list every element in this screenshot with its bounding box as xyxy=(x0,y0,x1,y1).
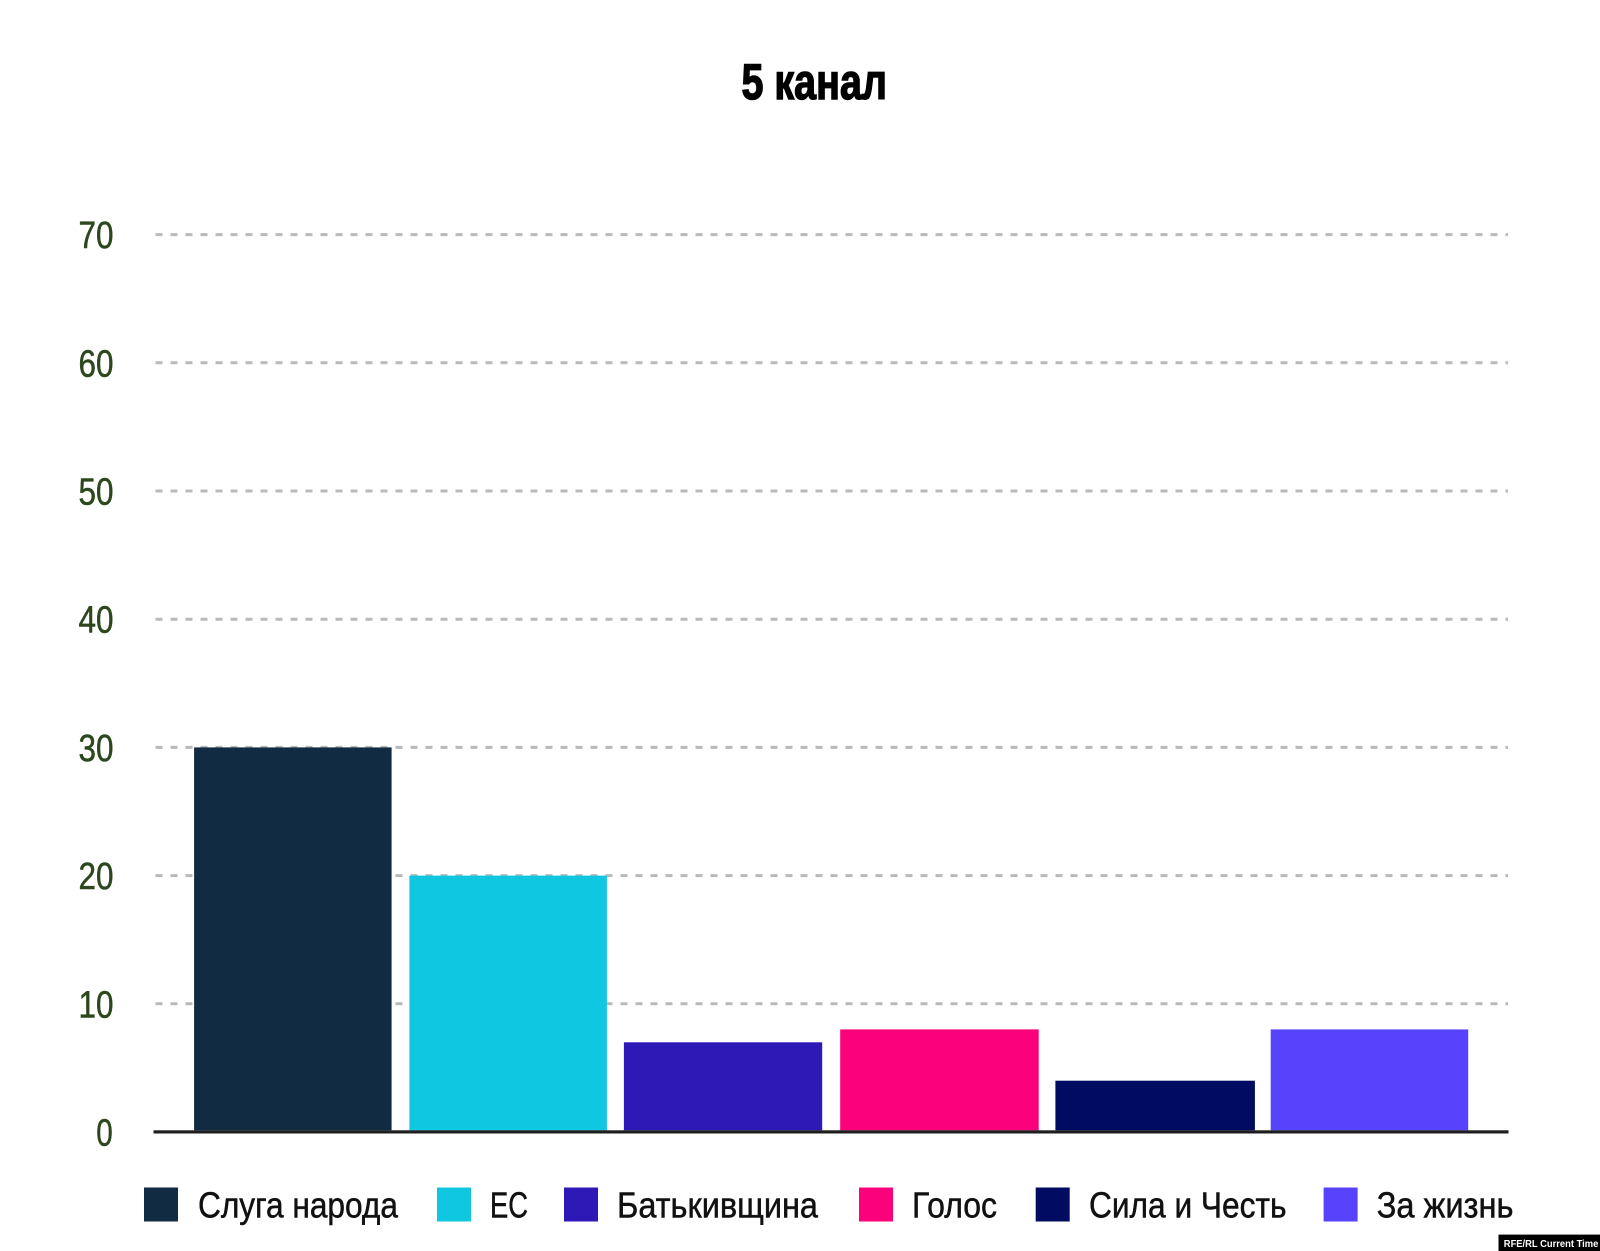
svg-text:Слуга народа: Слуга народа xyxy=(198,1185,399,1226)
svg-text:ЕС: ЕС xyxy=(490,1185,528,1226)
svg-text:60: 60 xyxy=(79,343,114,385)
svg-text:Сила и Честь: Сила и Честь xyxy=(1089,1185,1287,1226)
svg-text:10: 10 xyxy=(79,984,114,1026)
svg-text:50: 50 xyxy=(79,472,114,514)
svg-text:30: 30 xyxy=(79,728,114,770)
svg-text:Батькивщина: Батькивщина xyxy=(617,1185,819,1226)
svg-text:5 канал: 5 канал xyxy=(742,54,888,110)
svg-text:20: 20 xyxy=(79,856,114,898)
svg-text:За жизнь: За жизнь xyxy=(1377,1185,1514,1226)
svg-text:RFE/RL Current Time: RFE/RL Current Time xyxy=(1504,1238,1599,1250)
svg-text:0: 0 xyxy=(96,1113,113,1155)
svg-text:70: 70 xyxy=(79,215,114,257)
svg-text:Голос: Голос xyxy=(912,1185,997,1226)
svg-text:40: 40 xyxy=(79,600,114,642)
